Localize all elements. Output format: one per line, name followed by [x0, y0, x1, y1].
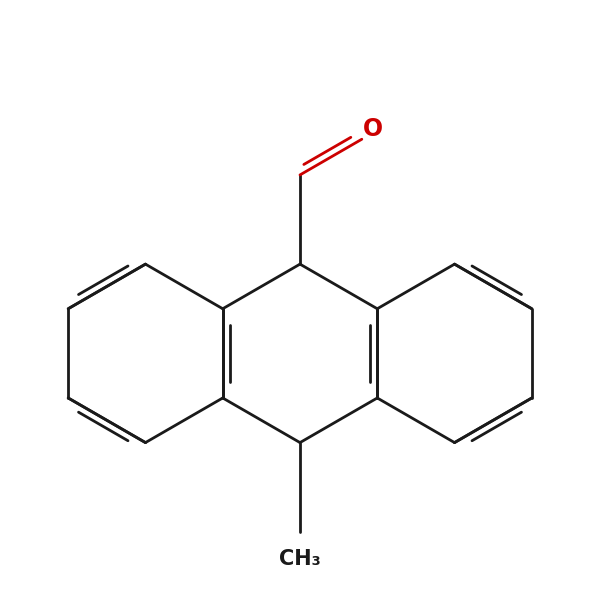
Text: O: O [362, 116, 383, 140]
Text: CH₃: CH₃ [279, 548, 321, 569]
